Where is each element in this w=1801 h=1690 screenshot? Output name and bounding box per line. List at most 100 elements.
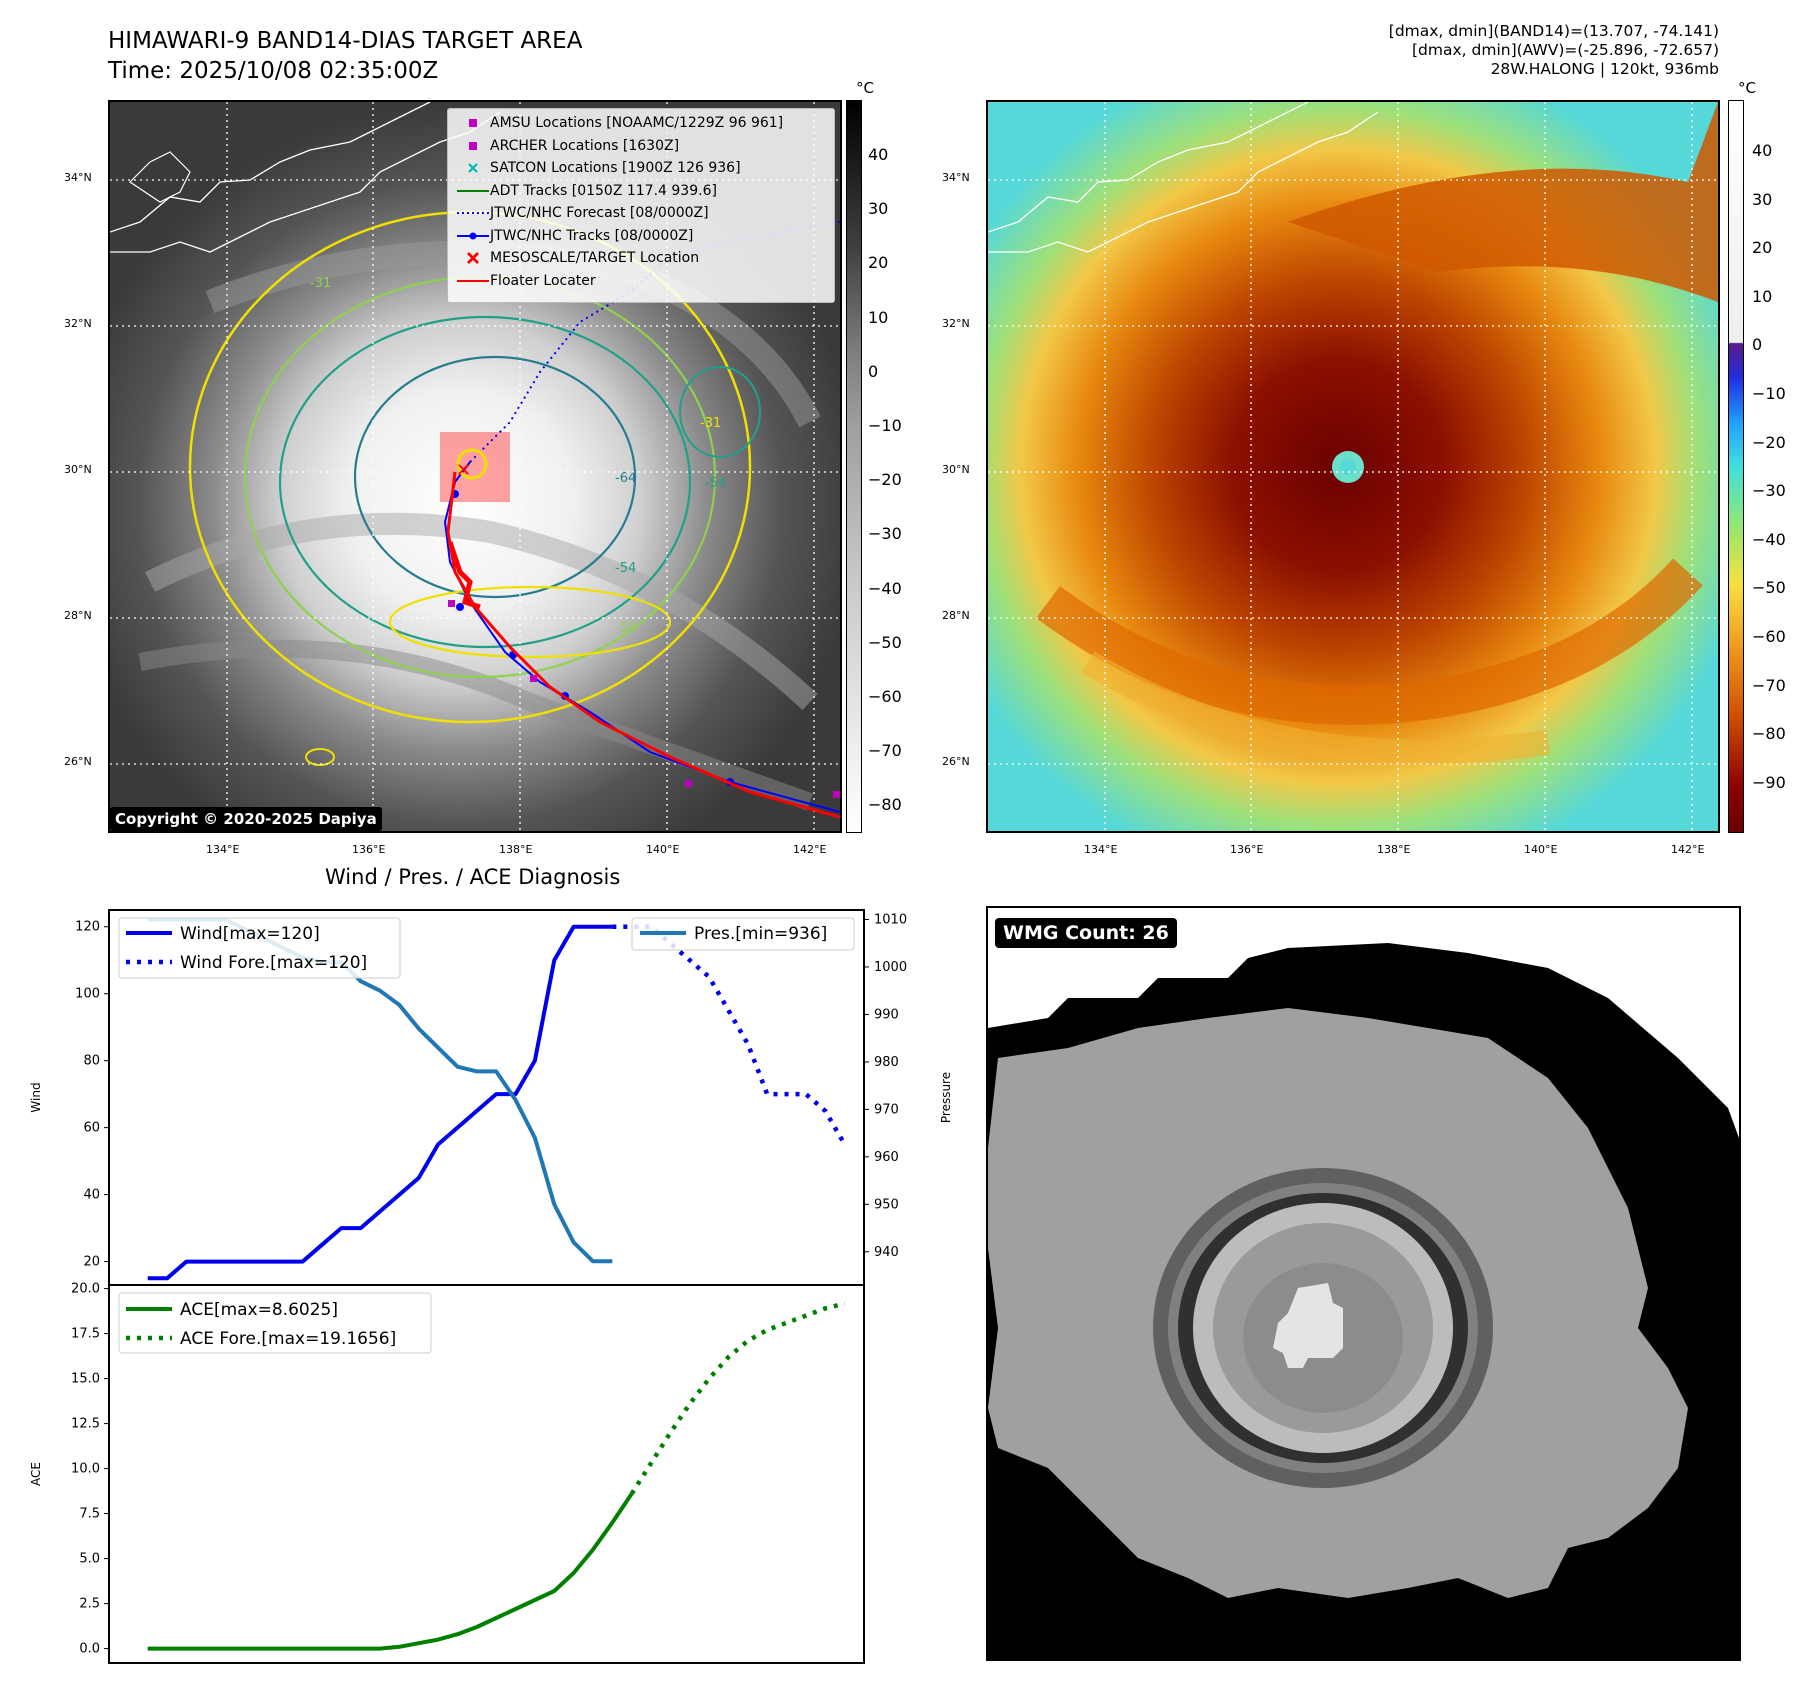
ytick-right-label: 1000 [874,960,907,975]
contour-label: -31 [700,416,721,431]
lat-label: 26°N [64,755,92,768]
lon-label: 142°E [793,843,827,856]
lat-label: 28°N [942,609,970,622]
colorbar-tick: 20 [868,253,889,273]
ytick-label: 40 [83,1188,100,1203]
ytick-label: 100 [75,987,100,1002]
legend-item: JTWC/NHC Tracks [08/0000Z] [448,225,834,248]
colorbar-tick: 0 [1752,335,1763,355]
target-box [440,432,510,502]
colorbar-tick: 0 [868,361,879,381]
ace-legend [118,1292,432,1354]
title-line-1: HIMAWARI-9 BAND14-DIAS TARGET AREA [108,28,583,54]
title-line-2: Time: 2025/10/08 02:35:00Z [108,58,439,84]
ytick-right-label: 1010 [874,912,907,927]
ytick-label: 17.5 [71,1327,100,1342]
colorbar-tick: −40 [1752,529,1786,549]
legend-item: AMSU Locations [NOAAMC/1229Z 96 961] [448,112,834,135]
lat-label: 30°N [942,463,970,476]
legend-item: Floater Locater [448,270,834,293]
legend-item: JTWC/NHC Forecast [08/0000Z] [448,202,834,225]
legend-label: Pres.[min=936] [694,924,827,944]
ytick-label: 2.5 [79,1597,100,1612]
legend-label: SATCON Locations [1900Z 126 936] [490,160,741,177]
colorbar-tick: −50 [1752,578,1786,598]
colorbar-tick: −90 [1752,772,1786,792]
colorbar-tick: 10 [1752,286,1773,306]
ytick-right-label: 990 [874,1007,899,1022]
contour-label: -64 [615,471,636,486]
lat-label: 26°N [942,755,970,768]
ytick-label: 60 [83,1121,100,1136]
colorbar-tick: −80 [1752,724,1786,744]
ytick-label: 20 [83,1255,100,1270]
legend-item: ADT Tracks [0150Z 117.4 939.6] [448,180,834,203]
colorbar-awv [1728,100,1744,833]
wmg-count-badge: WMG Count: 26 [995,918,1177,948]
svg-text:✕: ✕ [456,460,471,481]
ytick-label: 12.5 [71,1417,100,1432]
square-icon [456,140,490,152]
ytick-right-label: 960 [874,1150,899,1165]
awv-map-image [988,102,1718,831]
lat-label: 30°N [64,463,92,476]
storm-info: [dmax, dmin](BAND14)=(13.707, -74.141) [… [1389,22,1719,79]
lon-label: 138°E [499,843,533,856]
lon-label: 142°E [1671,843,1705,856]
colorbar-tick: −30 [1752,481,1786,501]
series-line [629,1301,846,1495]
line-icon [456,186,490,196]
ytick-label: 120 [75,920,100,935]
ytick-label: 10.0 [71,1462,100,1477]
ytick-right-label: 980 [874,1055,899,1070]
colorbar-tick: 40 [868,145,889,164]
lat-label: 34°N [64,171,92,184]
lon-label: 140°E [1524,843,1558,856]
colorbar-unit: °C [1738,79,1756,97]
colorbar-tick: −60 [868,687,902,706]
linedot-icon [456,231,490,241]
square-icon [456,117,490,129]
series-line [147,1492,634,1651]
diagnosis-chart: 20 40 60 80 100 120 940 950 960 970 980 990 1000 1010… [29,909,953,1664]
colorbar-tick: 20 [1752,238,1773,258]
lat-label: 28°N [64,609,92,622]
wmg-image [988,908,1739,1659]
x-icon [456,162,490,174]
legend-label: JTWC/NHC Tracks [08/0000Z] [490,227,694,244]
lat-label: 32°N [942,317,970,330]
ytick-right-label: 970 [874,1102,899,1117]
dotted-icon [456,208,490,218]
legend-label: ADT Tracks [0150Z 117.4 939.6] [490,182,717,199]
colorbar-tick: −10 [868,416,902,435]
legend-label: ACE Fore.[max=19.1656] [180,1329,396,1349]
lon-label: 140°E [646,843,680,856]
ytick-label: 15.0 [71,1372,100,1387]
ytick-label: 5.0 [79,1552,100,1567]
series-line [612,924,847,1146]
colorbar-tick: 30 [1752,189,1773,209]
legend-label: JTWC/NHC Forecast [08/0000Z] [490,205,709,222]
wmg-panel [986,906,1741,1661]
wind-legend [118,917,401,979]
contour-label: -54 [615,621,636,636]
legend-label: AMSU Locations [NOAAMC/1229Z 96 961] [490,115,784,132]
colorbar-tick: −50 [868,632,902,652]
lon-label: 136°E [1230,843,1264,856]
legend-item: ARCHER Locations [1630Z] [448,135,834,158]
colorbar-tick: −70 [868,741,902,761]
series-line [147,924,613,1281]
colorbar-unit: °C [856,79,874,97]
line-icon [456,276,490,286]
ytick-label: 7.5 [79,1507,100,1522]
pressure-axis-label: Pressure [939,1072,953,1123]
diagnosis-title: Wind / Pres. / ACE Diagnosis [325,865,621,889]
colorbar-tick: −80 [868,795,902,815]
legend-label: Wind Fore.[max=120] [180,953,367,973]
legend-label: Floater Locater [490,272,596,289]
ace-axes [108,1284,865,1664]
legend-item: MESOSCALE/TARGET Location [448,247,834,270]
colorbar-tick: −70 [1752,675,1786,695]
info-line-1: [dmax, dmin](BAND14)=(13.707, -74.141) [1388,22,1719,40]
wind-axis-label: Wind [29,1082,43,1112]
